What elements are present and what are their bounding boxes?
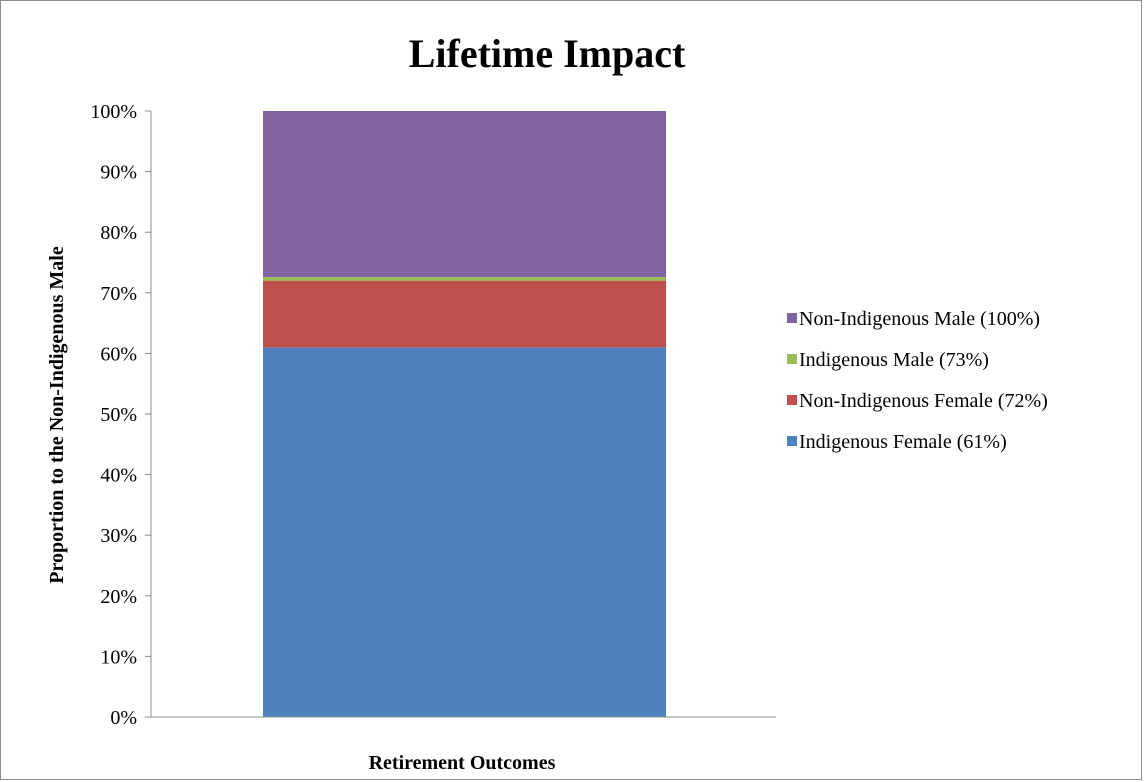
y-tick-label: 0% xyxy=(110,707,137,729)
chart-title: Lifetime Impact xyxy=(409,31,686,76)
y-tick-label: 60% xyxy=(100,343,137,365)
y-tick-label: 90% xyxy=(100,162,137,184)
y-tick-label: 10% xyxy=(100,646,137,668)
y-tick-label: 100% xyxy=(90,101,137,123)
bar-segment-2 xyxy=(263,277,666,281)
legend-label: Non-Indigenous Female (72%) xyxy=(799,390,1048,412)
y-tick-label: 70% xyxy=(100,283,137,305)
y-tick-label: 50% xyxy=(100,404,137,426)
y-axis-label: Proportion to the Non-Indigenous Male xyxy=(46,246,68,584)
legend-swatch xyxy=(787,354,797,364)
legend-label: Indigenous Male (73%) xyxy=(799,349,989,371)
y-axis-ticks: 0% 10% 20% 30% 40% 50% 60% 70% 80% 90% 100% xyxy=(90,101,151,729)
x-axis-label: Retirement Outcomes xyxy=(369,752,556,774)
bar-segment-0 xyxy=(263,347,666,717)
legend-swatch xyxy=(787,436,797,446)
legend-swatch xyxy=(787,395,797,405)
legend-label: Indigenous Female (61%) xyxy=(799,431,1007,453)
bar-segment-1 xyxy=(263,280,666,348)
y-tick-label: 40% xyxy=(100,465,137,487)
legend: Non-Indigenous Male (100%) Indigenous Mal… xyxy=(787,308,1048,453)
legend-swatch xyxy=(787,313,797,323)
bar-segment-3 xyxy=(263,111,666,278)
legend-label: Non-Indigenous Male (100%) xyxy=(799,308,1040,330)
bar-segments xyxy=(263,111,666,717)
y-tick-label: 30% xyxy=(100,525,137,547)
y-tick-label: 20% xyxy=(100,586,137,608)
y-tick-label: 80% xyxy=(100,222,137,244)
